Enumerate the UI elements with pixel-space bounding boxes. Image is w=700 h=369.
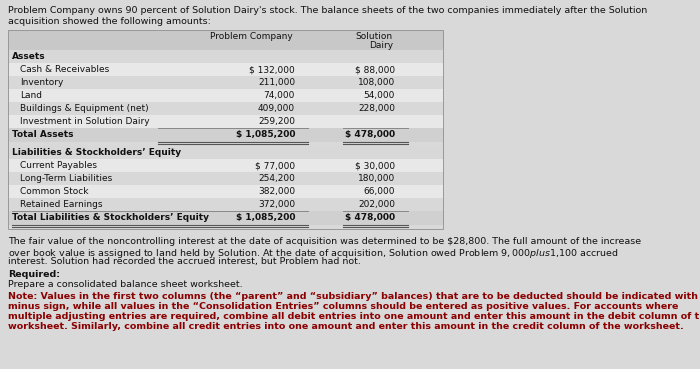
Text: 372,000: 372,000 (258, 200, 295, 209)
Text: $ 132,000: $ 132,000 (249, 65, 295, 74)
Text: $ 30,000: $ 30,000 (355, 161, 395, 170)
Text: 108,000: 108,000 (358, 78, 395, 87)
Text: Investment in Solution Dairy: Investment in Solution Dairy (20, 117, 150, 126)
Text: Required:: Required: (8, 270, 60, 279)
Text: $ 88,000: $ 88,000 (355, 65, 395, 74)
Text: $ 1,085,200: $ 1,085,200 (235, 213, 295, 222)
Bar (8, 128, 443, 142)
Bar (8, 198, 443, 211)
Text: $ 77,000: $ 77,000 (255, 161, 295, 170)
Text: Assets: Assets (12, 52, 46, 61)
Bar (8, 63, 443, 76)
Text: The fair value of the noncontrolling interest at the date of acquisition was det: The fair value of the noncontrolling int… (8, 237, 641, 246)
Text: Retained Earnings: Retained Earnings (20, 200, 102, 209)
Bar (8, 76, 443, 89)
Text: Total Assets: Total Assets (12, 130, 74, 139)
Text: Long-Term Liabilities: Long-Term Liabilities (20, 174, 112, 183)
Bar (8, 30, 443, 229)
Text: 409,000: 409,000 (258, 104, 295, 113)
Bar (8, 146, 443, 159)
Text: minus sign, while all values in the “Consolidation Entries” columns should be en: minus sign, while all values in the “Con… (8, 302, 678, 311)
Text: Current Payables: Current Payables (20, 161, 97, 170)
Text: Cash & Receivables: Cash & Receivables (20, 65, 109, 74)
Text: 211,000: 211,000 (258, 78, 295, 87)
Text: worksheet. Similarly, combine all credit entries into one amount and enter this : worksheet. Similarly, combine all credit… (8, 322, 684, 331)
Bar (8, 102, 443, 115)
Text: 180,000: 180,000 (358, 174, 395, 183)
Bar (8, 172, 443, 185)
Text: 66,000: 66,000 (363, 187, 395, 196)
Text: $ 478,000: $ 478,000 (345, 213, 395, 222)
Text: 228,000: 228,000 (358, 104, 395, 113)
Text: 254,200: 254,200 (258, 174, 295, 183)
Text: interest. Solution had recorded the accrued interest, but Problem had not.: interest. Solution had recorded the accr… (8, 257, 361, 266)
Text: 74,000: 74,000 (264, 91, 295, 100)
Text: Liabilities & Stockholders’ Equity: Liabilities & Stockholders’ Equity (12, 148, 181, 157)
Text: 259,200: 259,200 (258, 117, 295, 126)
Text: Total Liabilities & Stockholders’ Equity: Total Liabilities & Stockholders’ Equity (12, 213, 209, 222)
Bar (8, 115, 443, 128)
Text: 382,000: 382,000 (258, 187, 295, 196)
Bar (8, 185, 443, 198)
Bar (8, 211, 443, 225)
Bar (8, 30, 443, 50)
Text: over book value is assigned to land held by Solution. At the date of acquisition: over book value is assigned to land held… (8, 247, 619, 260)
Bar (8, 159, 443, 172)
Text: Inventory: Inventory (20, 78, 64, 87)
Text: $ 1,085,200: $ 1,085,200 (235, 130, 295, 139)
Text: Land: Land (20, 91, 42, 100)
Bar (8, 89, 443, 102)
Text: Note: Values in the first two columns (the “parent” and “subsidiary” balances) t: Note: Values in the first two columns (t… (8, 292, 700, 301)
Text: Dairy: Dairy (369, 41, 393, 50)
Text: $ 478,000: $ 478,000 (345, 130, 395, 139)
Text: Problem Company owns 90 percent of Solution Dairy's stock. The balance sheets of: Problem Company owns 90 percent of Solut… (8, 6, 648, 15)
Text: Solution: Solution (356, 32, 393, 41)
Text: 202,000: 202,000 (358, 200, 395, 209)
Text: 54,000: 54,000 (363, 91, 395, 100)
Bar (8, 50, 443, 63)
Text: acquisition showed the following amounts:: acquisition showed the following amounts… (8, 17, 211, 26)
Text: Prepare a consolidated balance sheet worksheet.: Prepare a consolidated balance sheet wor… (8, 280, 243, 289)
Text: multiple adjusting entries are required, combine all debit entries into one amou: multiple adjusting entries are required,… (8, 312, 700, 321)
Text: Buildings & Equipment (net): Buildings & Equipment (net) (20, 104, 148, 113)
Text: Common Stock: Common Stock (20, 187, 88, 196)
Text: Problem Company: Problem Company (210, 32, 293, 41)
